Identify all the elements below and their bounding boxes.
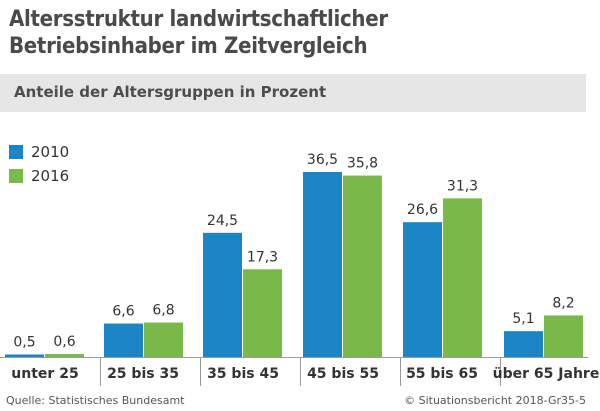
bar-2016-2 xyxy=(243,269,282,357)
data-label-2016-0: 0,6 xyxy=(53,334,75,350)
data-label-2016-1: 6,8 xyxy=(152,303,174,319)
x-tick-label-4: 55 bis 65 xyxy=(406,366,478,382)
data-label-2016-2: 17,3 xyxy=(247,249,278,265)
legend: 2010 2016 xyxy=(9,140,69,188)
source-note: Quelle: Statistisches Bundesamt xyxy=(6,394,185,407)
x-tick-label-0: unter 25 xyxy=(11,366,78,382)
data-label-2010-3: 36,5 xyxy=(307,152,338,168)
data-label-2016-5: 8,2 xyxy=(552,295,574,311)
data-label-2016-4: 31,3 xyxy=(447,178,478,194)
copyright-note: © Situationsbericht 2018-Gr35-5 xyxy=(404,394,586,407)
bar-2010-1 xyxy=(104,323,143,357)
x-tick-label-5: über 65 Jahre xyxy=(493,366,600,382)
data-label-2010-2: 24,5 xyxy=(207,213,238,229)
bar-2016-4 xyxy=(443,198,482,357)
chart-subtitle: Anteile der Altersgruppen in Prozent xyxy=(14,83,327,101)
bar-2010-2 xyxy=(203,232,242,357)
x-tick-label-2: 35 bis 45 xyxy=(207,366,279,382)
legend-swatch-2016 xyxy=(9,169,23,183)
chart-title-line-2: Betriebsinhaber im Zeitvergleich xyxy=(9,34,368,59)
legend-swatch-2010 xyxy=(9,145,23,159)
x-tick-label-1: 25 bis 35 xyxy=(107,366,179,382)
bar-2010-5 xyxy=(504,331,543,357)
chart-title: Altersstruktur landwirtschaftlicher Betr… xyxy=(9,6,569,60)
bar-2010-3 xyxy=(303,172,342,357)
data-label-2016-3: 35,8 xyxy=(347,156,378,172)
legend-item-2016: 2016 xyxy=(9,164,69,188)
x-tick-label-3: 45 bis 55 xyxy=(307,366,379,382)
legend-item-2010: 2010 xyxy=(9,140,69,164)
chart-title-line-1: Altersstruktur landwirtschaftlicher xyxy=(9,7,388,32)
subtitle-bar: Anteile der Altersgruppen in Prozent xyxy=(0,74,586,112)
data-label-2010-0: 0,5 xyxy=(13,334,35,350)
bar-2016-5 xyxy=(544,315,583,357)
data-label-2010-1: 6,6 xyxy=(112,304,134,320)
bar-2010-4 xyxy=(403,222,442,357)
data-label-2010-4: 26,6 xyxy=(407,202,438,218)
bar-2010-0 xyxy=(5,354,44,357)
bar-2016-1 xyxy=(144,322,183,357)
bar-2016-0 xyxy=(45,353,84,357)
bar-2016-3 xyxy=(343,175,382,357)
legend-label-2010: 2010 xyxy=(31,143,70,161)
legend-label-2016: 2016 xyxy=(31,167,70,185)
data-label-2010-5: 5,1 xyxy=(512,311,534,327)
